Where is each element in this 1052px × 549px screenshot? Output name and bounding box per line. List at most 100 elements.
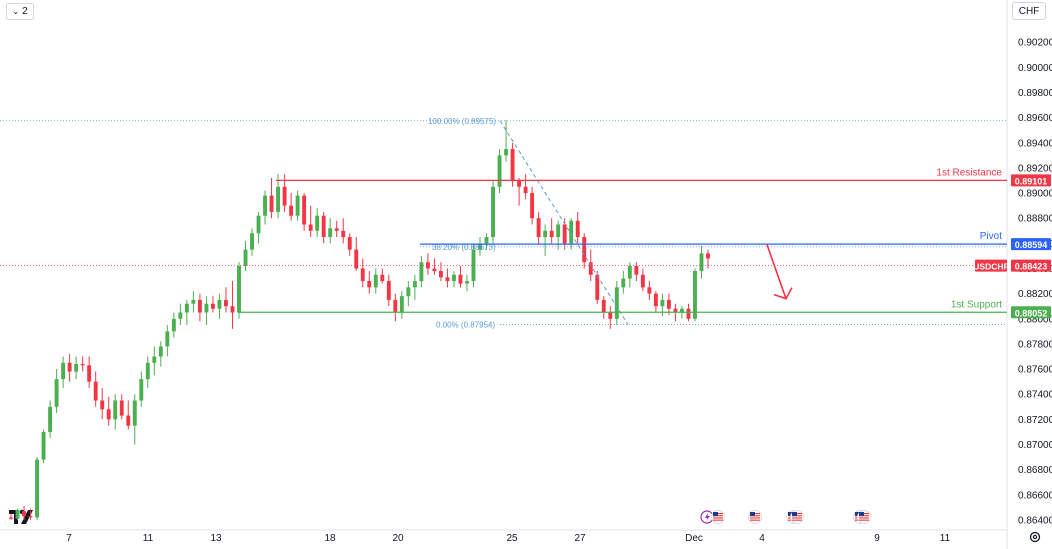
candle-body [601,299,606,313]
flag-stripe [750,517,760,519]
y-tick-label: 0.86800 [1018,465,1052,476]
candle-body [562,224,567,244]
candle-body [315,215,320,231]
candle-body [224,299,228,307]
candle-body [204,303,209,313]
candle-body [699,253,704,272]
candle-body [341,230,346,238]
candle-body [491,186,495,238]
projection-arrow-shaft [766,244,787,299]
candle-body [386,281,391,300]
candle-body [106,409,111,420]
candle-body [608,312,613,319]
level-price-tag [1011,306,1051,319]
current-price-tag [1011,259,1051,272]
candle-body [412,281,417,288]
y-tick-label: 0.89400 [1018,138,1052,149]
candle-body [9,517,13,519]
fib-level-label: 0.00% (0.87954) [436,321,495,330]
collapse-panels-button[interactable]: ⌄ 2 [6,3,34,20]
candle-body [263,195,268,216]
y-tick-label: 0.88200 [1018,289,1052,300]
candle-body [22,511,26,517]
flag-stripe [792,519,802,521]
candle-body [627,265,632,279]
projection-arrow-head [773,287,793,300]
y-tick-label: 0.89800 [1018,88,1052,99]
level-label: 1st Support [951,299,1002,310]
candle-body [93,381,98,401]
gear-icon[interactable] [1028,530,1042,544]
candle-body [237,265,241,313]
candle-body [15,509,20,519]
lightning-event-glyph [705,513,710,521]
flag-stripe [859,517,869,519]
candle-body [510,149,515,181]
y-tick-label: 0.87000 [1018,440,1052,451]
candle-body [282,186,287,206]
y-tick-label: 0.87800 [1018,339,1052,350]
candle-body [191,299,196,304]
candle-body [484,237,489,244]
candle-body [80,364,85,366]
y-tick-label: 0.90000 [1018,63,1052,74]
candle-body [621,278,626,288]
x-tick-label: 9 [874,533,880,544]
candle-body [517,180,522,187]
candle-body [184,303,189,313]
flag-stripe [750,519,760,521]
y-tick-label: 0.86600 [1018,490,1052,501]
symbol-label: USDCHF [973,262,1008,272]
candle-body [706,253,710,259]
candle-body [158,346,163,357]
candle-body [217,299,222,309]
candle-body [126,415,131,426]
candle-body [302,195,307,225]
x-tick-label: 4 [759,533,765,544]
y-tick-label: 0.90200 [1018,38,1052,49]
candle-body [504,149,509,156]
x-tick-label: 20 [392,533,404,544]
candle-body [406,287,411,297]
flag-stripe [792,517,802,519]
candle-body [250,233,254,250]
candle-body [295,195,300,216]
x-tick-label: 11 [143,533,154,544]
candle-body [74,364,79,372]
symbol-tag [975,259,1007,272]
level-price-label: 0.89101 [1015,176,1048,186]
candle-body [321,215,326,238]
candle-body [230,306,235,313]
level-price-label: 0.88052 [1015,308,1048,318]
level-label: Pivot [980,231,1002,242]
currency-selector[interactable]: CHF [1012,2,1046,20]
candle-body [595,274,600,300]
candle-body [666,299,671,309]
candle-body [373,274,378,288]
candle-body [367,281,372,288]
x-tick-label: 13 [210,533,222,544]
candle-body [48,406,53,432]
x-tick-label: 25 [506,533,518,544]
candle-body [451,274,456,282]
y-tick-label: 0.88000 [1018,314,1052,325]
candle-body [145,362,150,380]
candle-body [165,331,170,347]
candle-body [569,220,574,244]
y-tick-label: 0.87400 [1018,390,1052,401]
candle-body [113,400,118,420]
y-tick-label: 0.87200 [1018,415,1052,426]
candle-body [686,308,691,319]
candle-body [640,274,645,288]
fib-level-label: 38.20% (0.88573) [432,243,496,252]
candle-body [54,379,59,407]
candle-body [582,237,587,263]
candle-body [380,274,385,282]
candle-body [171,318,176,332]
y-tick-label: 0.88800 [1018,214,1052,225]
candle-body [523,186,528,194]
level-price-label: 0.88594 [1015,240,1048,250]
flag-canton [750,512,755,516]
candle-body [289,205,294,216]
